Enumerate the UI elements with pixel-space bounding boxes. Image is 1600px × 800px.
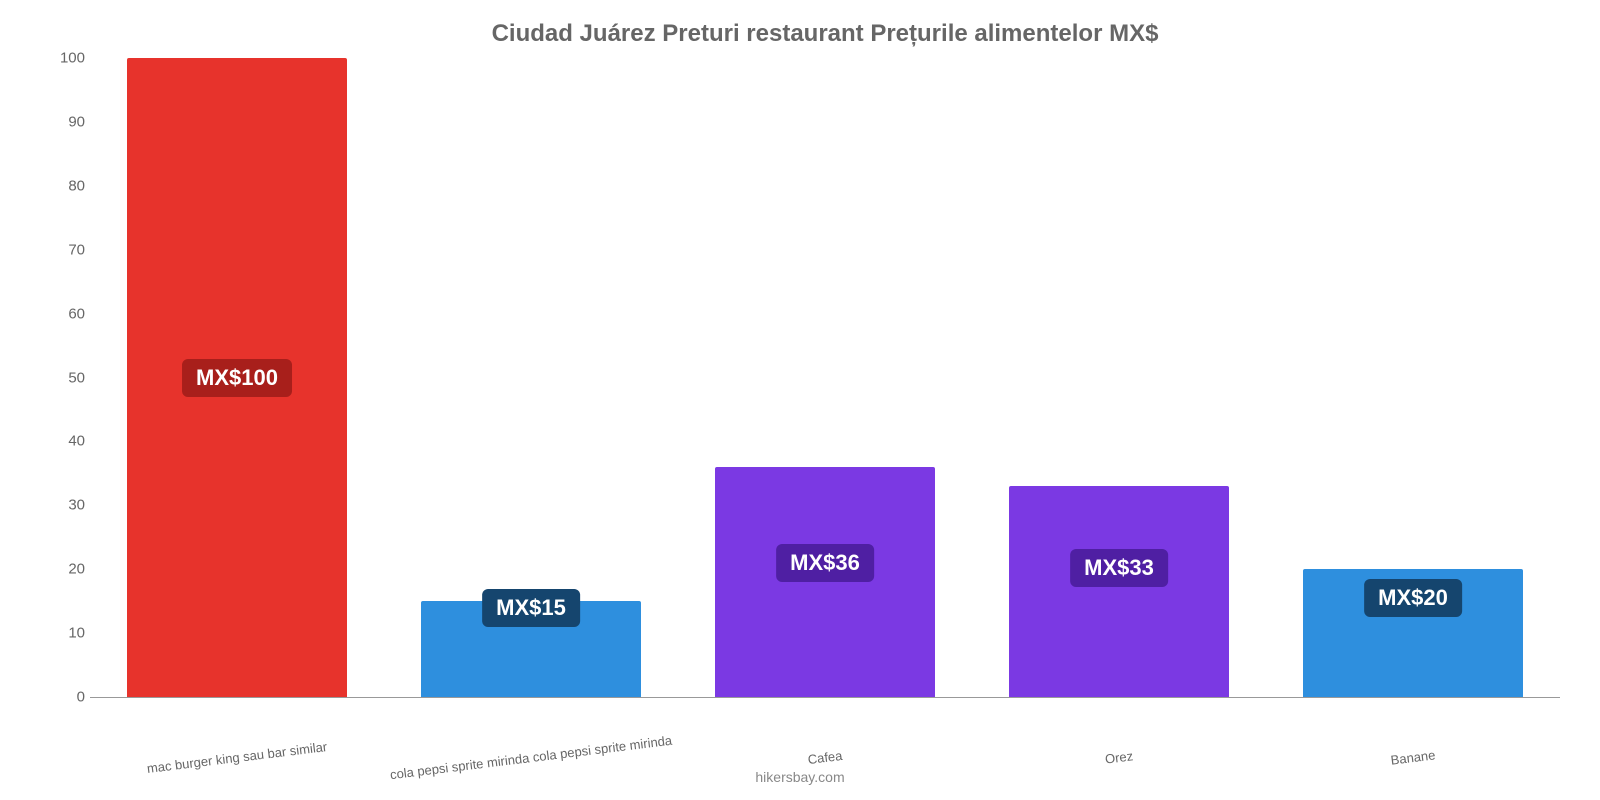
y-tick-label: 20 bbox=[40, 561, 85, 578]
bar-value-label: MX$36 bbox=[776, 544, 874, 582]
chart-container: Ciudad Juárez Preturi restaurant Prețuri… bbox=[0, 0, 1600, 800]
y-tick-label: 80 bbox=[40, 177, 85, 194]
plot-area: 0102030405060708090100 MX$100MX$15MX$36M… bbox=[90, 58, 1560, 698]
x-axis-label: cola pepsi sprite mirinda cola pepsi spr… bbox=[389, 733, 673, 782]
bar-slot: MX$20 bbox=[1266, 58, 1560, 697]
y-tick-label: 50 bbox=[40, 369, 85, 386]
bar-value-label: MX$33 bbox=[1070, 549, 1168, 587]
chart-title: Ciudad Juárez Preturi restaurant Prețuri… bbox=[90, 20, 1560, 48]
y-tick-label: 40 bbox=[40, 433, 85, 450]
bar-slot: MX$15 bbox=[384, 58, 678, 697]
bar-slot: MX$33 bbox=[972, 58, 1266, 697]
bar bbox=[1009, 486, 1230, 697]
y-tick-label: 0 bbox=[40, 689, 85, 706]
bar-value-label: MX$100 bbox=[182, 359, 292, 397]
bar-value-label: MX$20 bbox=[1364, 579, 1462, 617]
y-tick-label: 70 bbox=[40, 241, 85, 258]
bar-slot: MX$36 bbox=[678, 58, 972, 697]
bars-area: MX$100 MX$15 MX$36 MX$33 MX$20 bbox=[90, 58, 1560, 697]
x-axis-label: mac burger king sau bar similar bbox=[146, 739, 328, 776]
y-tick-label: 100 bbox=[40, 50, 85, 67]
x-axis-label: Orez bbox=[1104, 748, 1134, 766]
footer-attribution: hikersbay.com bbox=[755, 769, 844, 785]
y-tick-label: 60 bbox=[40, 305, 85, 322]
bar-value-label: MX$15 bbox=[482, 589, 580, 627]
y-tick-label: 90 bbox=[40, 113, 85, 130]
bar-slot: MX$100 bbox=[90, 58, 384, 697]
y-axis: 0102030405060708090100 bbox=[40, 58, 85, 697]
y-tick-label: 10 bbox=[40, 625, 85, 642]
y-tick-label: 30 bbox=[40, 497, 85, 514]
x-axis-label: Cafea bbox=[807, 748, 843, 767]
x-axis-label: Banane bbox=[1390, 747, 1436, 767]
